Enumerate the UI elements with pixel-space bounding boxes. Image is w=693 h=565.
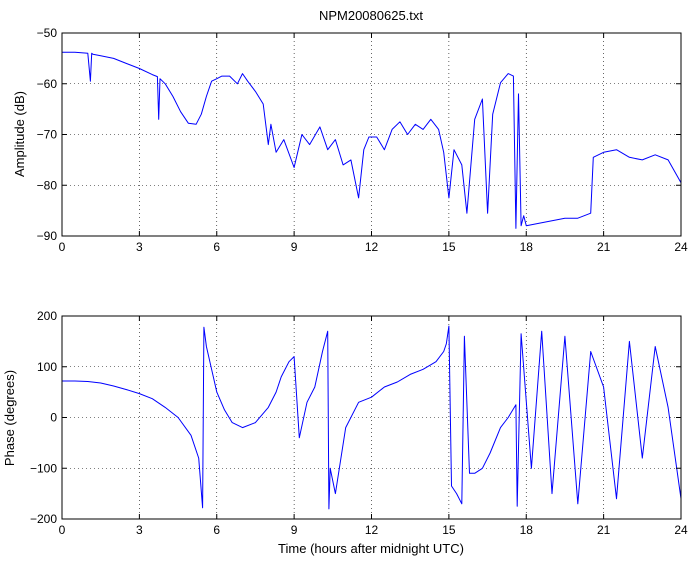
- phase-axes: 0 3 6 9 12 15 18 21 24 −200 −100 0 100 200: [30, 309, 688, 537]
- figure-title: NPM20080625.txt: [319, 8, 423, 23]
- bottom-ylabel: Phase (degrees): [2, 370, 17, 466]
- phase-x-tick-label: 6: [213, 523, 220, 537]
- amplitude-x-tick-label: 21: [597, 240, 611, 254]
- phase-y-tick-label: −200: [30, 512, 57, 526]
- phase-y-tick-label: −100: [30, 461, 57, 475]
- phase-series-line: [62, 325, 682, 510]
- phase-x-tick-label: 15: [442, 523, 456, 537]
- amplitude-y-tick-label: −70: [37, 128, 58, 142]
- phase-y-tick-label: 100: [37, 360, 57, 374]
- amplitude-x-tick-label: 12: [365, 240, 379, 254]
- figure-xlabel: Time (hours after midnight UTC): [278, 541, 464, 556]
- amplitude-x-tick-label: 9: [291, 240, 298, 254]
- amplitude-plot-area: [62, 33, 681, 236]
- top-ylabel: Amplitude (dB): [12, 91, 27, 177]
- phase-x-tick-label: 9: [291, 523, 298, 537]
- phase-x-tick-label: 12: [365, 523, 379, 537]
- amplitude-y-tick-label: −90: [37, 229, 58, 243]
- phase-plot-area: [62, 316, 681, 519]
- amplitude-series-line: [62, 51, 682, 229]
- amplitude-axes: 0 3 6 9 12 15 18 21 24 −90 −80 −70 −60 −50: [37, 26, 688, 254]
- amplitude-x-tick-label: 18: [520, 240, 534, 254]
- amplitude-y-tick-label: −80: [37, 178, 58, 192]
- phase-x-tick-label: 21: [597, 523, 611, 537]
- amplitude-x-tick-label: 15: [442, 240, 456, 254]
- phase-x-tick-label: 24: [674, 523, 688, 537]
- phase-y-tick-label: 0: [50, 411, 57, 425]
- amplitude-x-tick-label: 24: [674, 240, 688, 254]
- amplitude-y-tick-label: −60: [37, 77, 58, 91]
- amplitude-y-tick-label: −50: [37, 26, 58, 40]
- phase-y-tick-label: 200: [37, 309, 57, 323]
- amplitude-x-tick-label: 0: [59, 240, 66, 254]
- amplitude-x-tick-label: 6: [213, 240, 220, 254]
- amplitude-x-tick-label: 3: [136, 240, 143, 254]
- phase-x-tick-label: 3: [136, 523, 143, 537]
- phase-x-tick-label: 0: [59, 523, 66, 537]
- phase-x-tick-label: 18: [520, 523, 534, 537]
